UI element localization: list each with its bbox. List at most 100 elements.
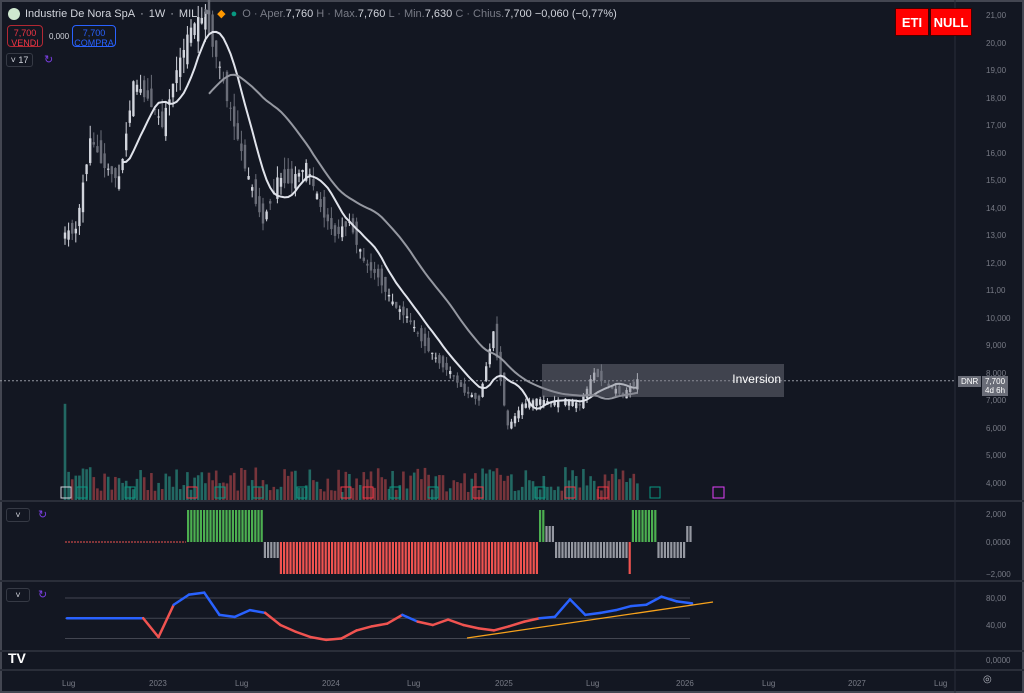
osc-histogram-bar xyxy=(670,542,673,558)
volume-bar xyxy=(412,472,416,500)
volume-bar xyxy=(495,468,499,500)
volume-bar xyxy=(463,473,466,500)
osc-histogram-bar xyxy=(302,542,305,574)
osc-histogram-bar xyxy=(228,510,231,542)
volume-bar xyxy=(276,489,279,500)
osc-histogram-bar xyxy=(606,542,609,558)
candle-body xyxy=(251,187,254,191)
refresh-icon[interactable]: ↻ xyxy=(44,54,54,66)
rsi-collapse-button[interactable]: ˅ xyxy=(6,588,30,602)
settings-eye-icon[interactable]: ◎ xyxy=(983,674,992,685)
osc-histogram-bar xyxy=(395,542,398,574)
volume-bar xyxy=(171,486,175,500)
indicators-toggle[interactable]: ˅ 17 xyxy=(6,53,33,67)
rsi-line-segment xyxy=(629,603,648,608)
price-axis-label: 4,000 xyxy=(986,478,1007,488)
rsi-refresh-icon[interactable]: ↻ xyxy=(38,589,48,601)
volume-bar xyxy=(448,488,452,500)
osc-histogram-bar xyxy=(676,542,679,558)
candle-body xyxy=(416,332,419,334)
osc-histogram-bar xyxy=(203,510,206,542)
osc-histogram-bar xyxy=(510,542,513,574)
indicators-count: 17 xyxy=(18,55,29,65)
osc-histogram-bar xyxy=(523,542,526,574)
candle-body xyxy=(290,168,293,184)
osc-histogram-bar xyxy=(657,542,660,558)
earnings-marker xyxy=(472,486,484,499)
null-badge: NULL xyxy=(930,8,972,36)
flag-icon[interactable]: ⚑ xyxy=(202,8,213,20)
rsi-line-segment xyxy=(568,598,587,617)
volume-bar xyxy=(114,476,117,500)
candle-body xyxy=(240,143,243,152)
osc-histogram-bar xyxy=(391,542,394,574)
candle-body xyxy=(128,110,131,123)
osc-histogram-bar xyxy=(599,542,602,558)
osc-histogram-bar xyxy=(359,542,362,574)
candle-body xyxy=(236,123,239,140)
volume-bar xyxy=(135,478,139,500)
candle-body xyxy=(636,379,639,390)
candle-body xyxy=(434,357,437,359)
symbol-header[interactable]: Industrie De Nora SpA · 1W · MIL ⚑ ◆ ● O ·… xyxy=(8,7,617,20)
candle-body xyxy=(110,166,113,175)
volume-bar xyxy=(186,472,189,500)
volume-bar xyxy=(178,489,182,500)
price-axis-label: 8,000 xyxy=(986,368,1007,378)
earnings-marker xyxy=(340,486,352,499)
sell-button[interactable]: 7,700 VENDI xyxy=(7,25,43,48)
volume-bar xyxy=(502,480,506,500)
volume-bar xyxy=(376,468,380,500)
osc-histogram-bar xyxy=(388,542,391,574)
symbol-name: Industrie De Nora SpA xyxy=(25,7,136,20)
candle-body xyxy=(71,222,74,234)
osc-histogram-bar xyxy=(257,510,260,542)
candle-body xyxy=(607,383,610,386)
earnings-upcoming-marker xyxy=(712,486,725,499)
candle-body xyxy=(431,352,434,354)
osc-histogram-bar xyxy=(603,542,606,558)
candle-body xyxy=(150,88,153,108)
volume-bar xyxy=(315,481,319,500)
osc-collapse-button[interactable]: ˅ xyxy=(6,508,30,522)
osc-histogram-bar xyxy=(209,510,212,542)
volume-bar xyxy=(628,478,632,500)
volume-bar xyxy=(312,480,315,500)
inversion-zone[interactable]: Inversion xyxy=(542,364,784,397)
candle-body xyxy=(333,225,337,236)
osc-histogram-bar xyxy=(222,510,225,542)
candle-body xyxy=(207,0,211,34)
candle-body xyxy=(413,326,416,329)
volume-bar xyxy=(222,482,225,500)
candle-body xyxy=(308,174,311,176)
osc-histogram-bar xyxy=(628,542,631,574)
volume-bar xyxy=(556,486,560,500)
candle-body xyxy=(521,404,524,416)
candle-body xyxy=(143,80,146,98)
volume-bar xyxy=(445,491,448,500)
volume-bar xyxy=(553,490,556,500)
osc-histogram-bar xyxy=(270,542,273,558)
osc-histogram-bar xyxy=(612,542,615,558)
interval[interactable]: 1W xyxy=(148,7,166,20)
candle-body xyxy=(157,116,160,118)
volume-bar xyxy=(337,469,340,500)
volume-bar xyxy=(153,490,157,500)
osc-refresh-icon[interactable]: ↻ xyxy=(38,509,48,521)
osc-histogram-bar xyxy=(679,542,682,558)
osc-histogram-bar xyxy=(468,542,471,574)
volume-bar xyxy=(578,487,582,500)
candle-body xyxy=(542,399,545,406)
candle-body xyxy=(204,11,207,30)
candle-body xyxy=(182,49,185,58)
candle-body xyxy=(96,146,99,153)
osc-histogram-bar xyxy=(651,510,654,542)
buy-button[interactable]: 7,700 COMPRA xyxy=(72,25,116,48)
volume-bar xyxy=(574,476,578,500)
candle-body xyxy=(294,174,297,189)
earnings-marker xyxy=(214,486,226,499)
rsi-line-segment xyxy=(355,625,374,632)
earnings-marker xyxy=(362,486,374,499)
candle-body xyxy=(632,381,635,386)
